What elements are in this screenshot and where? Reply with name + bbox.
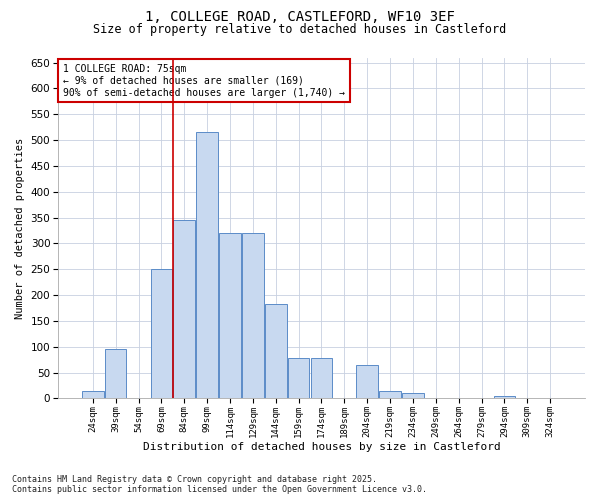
Bar — [173, 220, 195, 398]
Bar — [288, 358, 310, 399]
Bar — [151, 270, 172, 398]
Bar — [82, 390, 104, 398]
Bar — [242, 233, 264, 398]
Bar — [105, 350, 127, 399]
Bar — [356, 365, 378, 398]
Text: 1, COLLEGE ROAD, CASTLEFORD, WF10 3EF: 1, COLLEGE ROAD, CASTLEFORD, WF10 3EF — [145, 10, 455, 24]
Y-axis label: Number of detached properties: Number of detached properties — [15, 138, 25, 318]
Text: Contains HM Land Registry data © Crown copyright and database right 2025.
Contai: Contains HM Land Registry data © Crown c… — [12, 474, 427, 494]
Bar — [494, 396, 515, 398]
X-axis label: Distribution of detached houses by size in Castleford: Distribution of detached houses by size … — [143, 442, 500, 452]
Bar — [379, 390, 401, 398]
Text: 1 COLLEGE ROAD: 75sqm
← 9% of detached houses are smaller (169)
90% of semi-deta: 1 COLLEGE ROAD: 75sqm ← 9% of detached h… — [63, 64, 345, 98]
Bar — [196, 132, 218, 398]
Bar — [219, 233, 241, 398]
Text: Size of property relative to detached houses in Castleford: Size of property relative to detached ho… — [94, 22, 506, 36]
Bar — [265, 304, 287, 398]
Bar — [311, 358, 332, 399]
Bar — [402, 394, 424, 398]
